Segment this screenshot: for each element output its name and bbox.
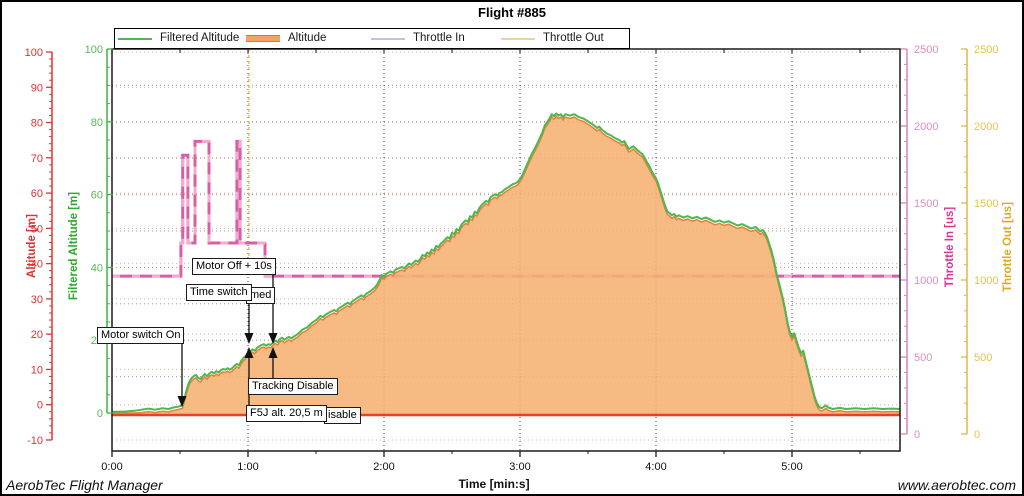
throttle-out-swatch-icon xyxy=(501,37,535,40)
svg-text:1:00: 1:00 xyxy=(237,461,258,473)
svg-text:2:00: 2:00 xyxy=(373,461,394,473)
svg-text:20: 20 xyxy=(31,329,43,341)
svg-text:80: 80 xyxy=(31,118,43,130)
legend: Filtered Altitude Altitude Throttle In T… xyxy=(114,28,630,49)
legend-label: Filtered Altitude xyxy=(160,32,240,44)
svg-text:10: 10 xyxy=(31,364,43,376)
svg-text:100: 100 xyxy=(25,47,43,59)
throttle-out-axis-title: Throttle Out [us] xyxy=(1002,202,1014,292)
altitude-swatch-icon xyxy=(246,35,280,42)
marker-arrow-down-icon xyxy=(244,333,254,344)
legend-label: Throttle Out xyxy=(543,32,604,44)
svg-text:60: 60 xyxy=(31,188,43,200)
website-link[interactable]: www.aerobtec.com xyxy=(897,477,1016,493)
svg-text:4:00: 4:00 xyxy=(645,461,666,473)
annotation-time-switch-hidden[interactable]: med xyxy=(246,287,276,304)
svg-text:0: 0 xyxy=(974,429,980,441)
svg-text:2000: 2000 xyxy=(974,121,998,133)
plot-frame xyxy=(111,48,901,452)
annotation-tracking-disable[interactable]: Tracking Disable xyxy=(248,378,338,395)
legend-item-throttle-in[interactable]: Throttle In xyxy=(371,29,465,48)
annotation-f5j-altitude[interactable]: F5J alt. 20,5 m xyxy=(246,405,327,422)
app-name: AerobTec Flight Manager xyxy=(6,477,163,493)
time-axis-title: Time [min:s] xyxy=(458,477,529,491)
annotation-tracking-disable-hidden[interactable]: isable xyxy=(324,407,361,424)
svg-text:2000: 2000 xyxy=(914,121,938,133)
throttle-in-axis-title: Throttle In [us] xyxy=(944,207,956,288)
annotation-motor-switch-on[interactable]: Motor switch On xyxy=(97,327,185,344)
svg-text:1500: 1500 xyxy=(914,198,938,210)
legend-item-altitude[interactable]: Altitude xyxy=(246,29,326,48)
page-title: Flight #885 xyxy=(478,5,546,20)
svg-text:1500: 1500 xyxy=(974,198,998,210)
svg-text:80: 80 xyxy=(91,117,103,129)
svg-text:500: 500 xyxy=(974,352,992,364)
svg-text:0:00: 0:00 xyxy=(101,461,122,473)
svg-text:2500: 2500 xyxy=(974,44,998,56)
altitude-area xyxy=(111,115,901,416)
svg-text:40: 40 xyxy=(91,262,103,274)
marker-arrow-up-icon xyxy=(268,347,278,358)
marker-arrow-down-icon xyxy=(268,333,278,344)
legend-item-filtered-altitude[interactable]: Filtered Altitude xyxy=(118,29,239,48)
svg-text:0: 0 xyxy=(37,400,43,412)
annotation-motor-off-10s[interactable]: Motor Off + 10s xyxy=(192,258,276,275)
altitude-axis-title: Altitude [m] xyxy=(26,214,38,278)
svg-text:1000: 1000 xyxy=(974,275,998,287)
throttle-in-swatch-icon xyxy=(371,37,405,40)
svg-text:2500: 2500 xyxy=(914,44,938,56)
svg-text:60: 60 xyxy=(91,190,103,202)
svg-text:70: 70 xyxy=(31,153,43,165)
svg-text:0: 0 xyxy=(914,429,920,441)
legend-label: Throttle In xyxy=(413,32,465,44)
legend-item-throttle-out[interactable]: Throttle Out xyxy=(501,29,604,48)
filtered-altitude-axis-title: Filtered Altitude [m] xyxy=(68,192,80,300)
svg-text:0: 0 xyxy=(97,408,103,420)
svg-text:30: 30 xyxy=(31,294,43,306)
marker-arrow-up-icon xyxy=(244,347,254,358)
legend-label: Altitude xyxy=(288,32,327,44)
svg-text:-10: -10 xyxy=(27,435,43,447)
filtered-altitude-line xyxy=(111,112,900,413)
marker-arrow-down-icon xyxy=(177,396,187,407)
svg-text:100: 100 xyxy=(85,44,103,56)
svg-text:5:00: 5:00 xyxy=(781,461,802,473)
svg-text:500: 500 xyxy=(914,352,932,364)
svg-text:50: 50 xyxy=(31,223,43,235)
svg-text:3:00: 3:00 xyxy=(509,461,530,473)
annotation-time-switch[interactable]: Time switch xyxy=(186,284,252,301)
filtered-altitude-swatch-icon xyxy=(118,37,152,40)
svg-text:90: 90 xyxy=(31,82,43,94)
svg-text:40: 40 xyxy=(31,259,43,271)
svg-text:1000: 1000 xyxy=(914,275,938,287)
